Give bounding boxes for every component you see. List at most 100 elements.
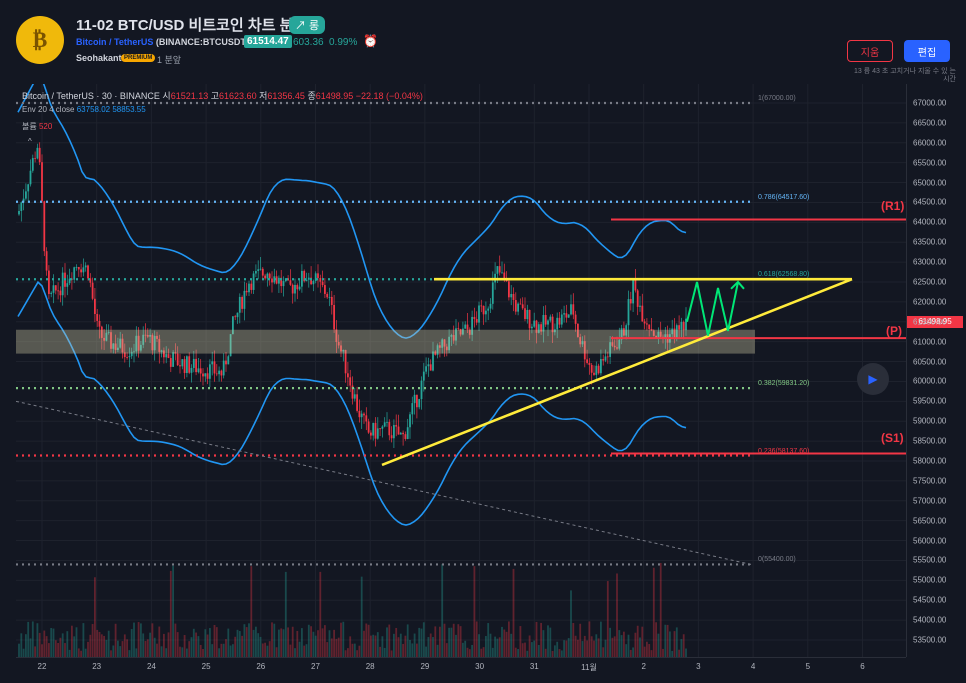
volume-bar	[429, 633, 432, 657]
candle-body	[133, 351, 135, 353]
candle-body	[66, 283, 69, 287]
volume-bar	[544, 648, 547, 657]
candle-body	[149, 334, 151, 337]
play-replay-button[interactable]: ▶	[857, 363, 889, 395]
candle-body	[165, 354, 168, 358]
volume-bar	[475, 621, 478, 657]
volume-bar	[436, 644, 439, 657]
candle-body	[351, 385, 354, 399]
candle-body	[342, 349, 345, 352]
volume-bar	[22, 648, 25, 657]
candle-body	[393, 425, 395, 439]
volume-bar	[330, 638, 333, 657]
volume-bar	[395, 627, 398, 657]
volume-bar	[558, 649, 561, 657]
ohlc-legend: Bitcoin / TetherUS · 30 · BINANCE 시61521…	[22, 91, 423, 101]
price-tick: 60500.00	[913, 357, 947, 367]
volume-bar	[533, 640, 536, 657]
volume-bar	[514, 647, 517, 657]
volume-bar	[519, 626, 522, 657]
author-avatar[interactable]: ₿	[16, 16, 64, 64]
volume-bar	[503, 629, 506, 657]
volume-bar	[358, 645, 361, 657]
volume-bar	[31, 621, 34, 657]
candle-body	[489, 303, 492, 309]
candle-body	[459, 328, 462, 335]
candle-body	[266, 273, 269, 279]
volume-bar	[324, 625, 326, 657]
alarm-icon[interactable]: ⏰	[363, 34, 378, 48]
symbol-link[interactable]: Bitcoin / TetherUS (BINANCE:BTCUSDT)	[76, 37, 249, 47]
volume-bar	[328, 630, 331, 657]
volume-bar	[73, 636, 76, 657]
chart-area[interactable]	[16, 84, 906, 657]
candle-body	[508, 281, 510, 298]
candle-body	[544, 314, 547, 325]
candle-body	[416, 394, 418, 408]
volume-bar	[383, 647, 386, 657]
candle-body	[664, 334, 667, 339]
collapse-legend-icon[interactable]: ^	[28, 137, 32, 146]
envelope-legend[interactable]: Env 20 4 close 63758.02 58853.55	[22, 105, 146, 114]
volume-bar	[38, 632, 41, 657]
candle-body	[418, 399, 421, 408]
candle-body	[549, 316, 552, 321]
volume-bar	[172, 565, 174, 657]
volume-bar	[487, 623, 490, 657]
volume-bar	[574, 635, 577, 657]
volume-bar	[386, 627, 388, 657]
candle-body	[685, 318, 687, 331]
candle-body	[618, 339, 621, 349]
price-change: 603.36	[293, 37, 324, 48]
volume-bar	[464, 640, 467, 657]
candle-body	[232, 316, 234, 335]
volume-bar	[526, 650, 529, 657]
candle-body	[466, 324, 469, 330]
delete-button[interactable]: 지움	[847, 40, 893, 62]
time-tick: 29	[420, 662, 430, 671]
time-tick: 11월	[581, 663, 597, 672]
candle-body	[68, 278, 71, 284]
candle-body	[349, 377, 352, 386]
candle-body	[257, 269, 260, 272]
candle-body	[169, 358, 172, 367]
volume-bar	[597, 638, 600, 657]
candle-body	[282, 281, 285, 287]
drawings	[16, 84, 906, 566]
edit-button[interactable]: 편집	[904, 40, 950, 62]
candle-body	[512, 293, 515, 301]
candle-body	[370, 432, 372, 436]
price-tick: 60000.00	[913, 376, 947, 386]
candle-body	[107, 332, 110, 333]
volume-bar	[577, 639, 579, 657]
volume-bar	[416, 643, 418, 657]
candle-body	[333, 304, 335, 330]
volume-bar	[301, 628, 303, 657]
candle-body	[330, 296, 333, 305]
volume-bar	[560, 650, 563, 657]
price-axis[interactable]: 61498.95 67000.00 66500.00 66000.00 65500.0…	[906, 84, 966, 657]
volume-bar	[671, 650, 674, 657]
volume-bar	[312, 631, 315, 657]
volume-bar	[98, 631, 101, 657]
time-axis[interactable]: 22 23 24 25 26 27 28 29 30 31 11월 2 3 4 5 6	[16, 657, 906, 683]
candle-body	[82, 267, 85, 273]
candle-body	[227, 356, 230, 365]
volume-bar	[542, 630, 545, 657]
volume-bar	[169, 570, 172, 657]
candle-body	[324, 285, 326, 294]
price-tick: 55000.00	[913, 575, 947, 585]
volume-bar	[153, 637, 156, 657]
volume-bar	[287, 627, 289, 657]
author-name[interactable]: Seohakant	[76, 53, 122, 63]
volume-bar	[238, 631, 241, 657]
volume-bar	[425, 646, 427, 657]
volume-bar	[537, 644, 540, 657]
volume-legend[interactable]: 볼륨 520	[22, 122, 53, 131]
candle-body	[588, 362, 591, 365]
volume-bar	[494, 636, 496, 657]
candle-body	[190, 367, 193, 373]
candle-body	[657, 331, 660, 339]
volume-bar	[275, 647, 278, 657]
volume-bar	[450, 627, 453, 657]
